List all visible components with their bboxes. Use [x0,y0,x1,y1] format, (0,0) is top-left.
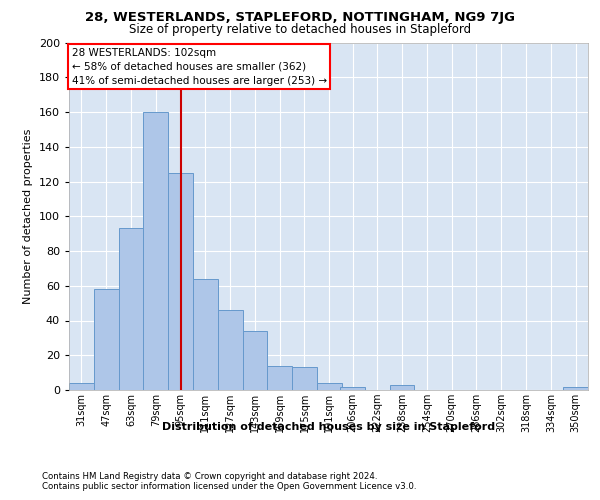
Bar [292,368,317,390]
Y-axis label: Number of detached properties: Number of detached properties [23,128,33,304]
Bar [389,385,415,390]
Text: 28 WESTERLANDS: 102sqm
← 58% of detached houses are smaller (362)
41% of semi-de: 28 WESTERLANDS: 102sqm ← 58% of detached… [71,48,327,86]
Bar [218,310,242,390]
Text: 28, WESTERLANDS, STAPLEFORD, NOTTINGHAM, NG9 7JG: 28, WESTERLANDS, STAPLEFORD, NOTTINGHAM,… [85,11,515,24]
Bar [94,289,119,390]
Bar [69,383,94,390]
Bar [168,173,193,390]
Bar [242,331,268,390]
Text: Contains HM Land Registry data © Crown copyright and database right 2024.: Contains HM Land Registry data © Crown c… [42,472,377,481]
Bar [268,366,292,390]
Bar [193,279,218,390]
Bar [119,228,143,390]
Bar [563,386,588,390]
Text: Size of property relative to detached houses in Stapleford: Size of property relative to detached ho… [129,22,471,36]
Bar [340,386,365,390]
Text: Contains public sector information licensed under the Open Government Licence v3: Contains public sector information licen… [42,482,416,491]
Bar [143,112,168,390]
Text: Distribution of detached houses by size in Stapleford: Distribution of detached houses by size … [162,422,496,432]
Bar [317,383,341,390]
